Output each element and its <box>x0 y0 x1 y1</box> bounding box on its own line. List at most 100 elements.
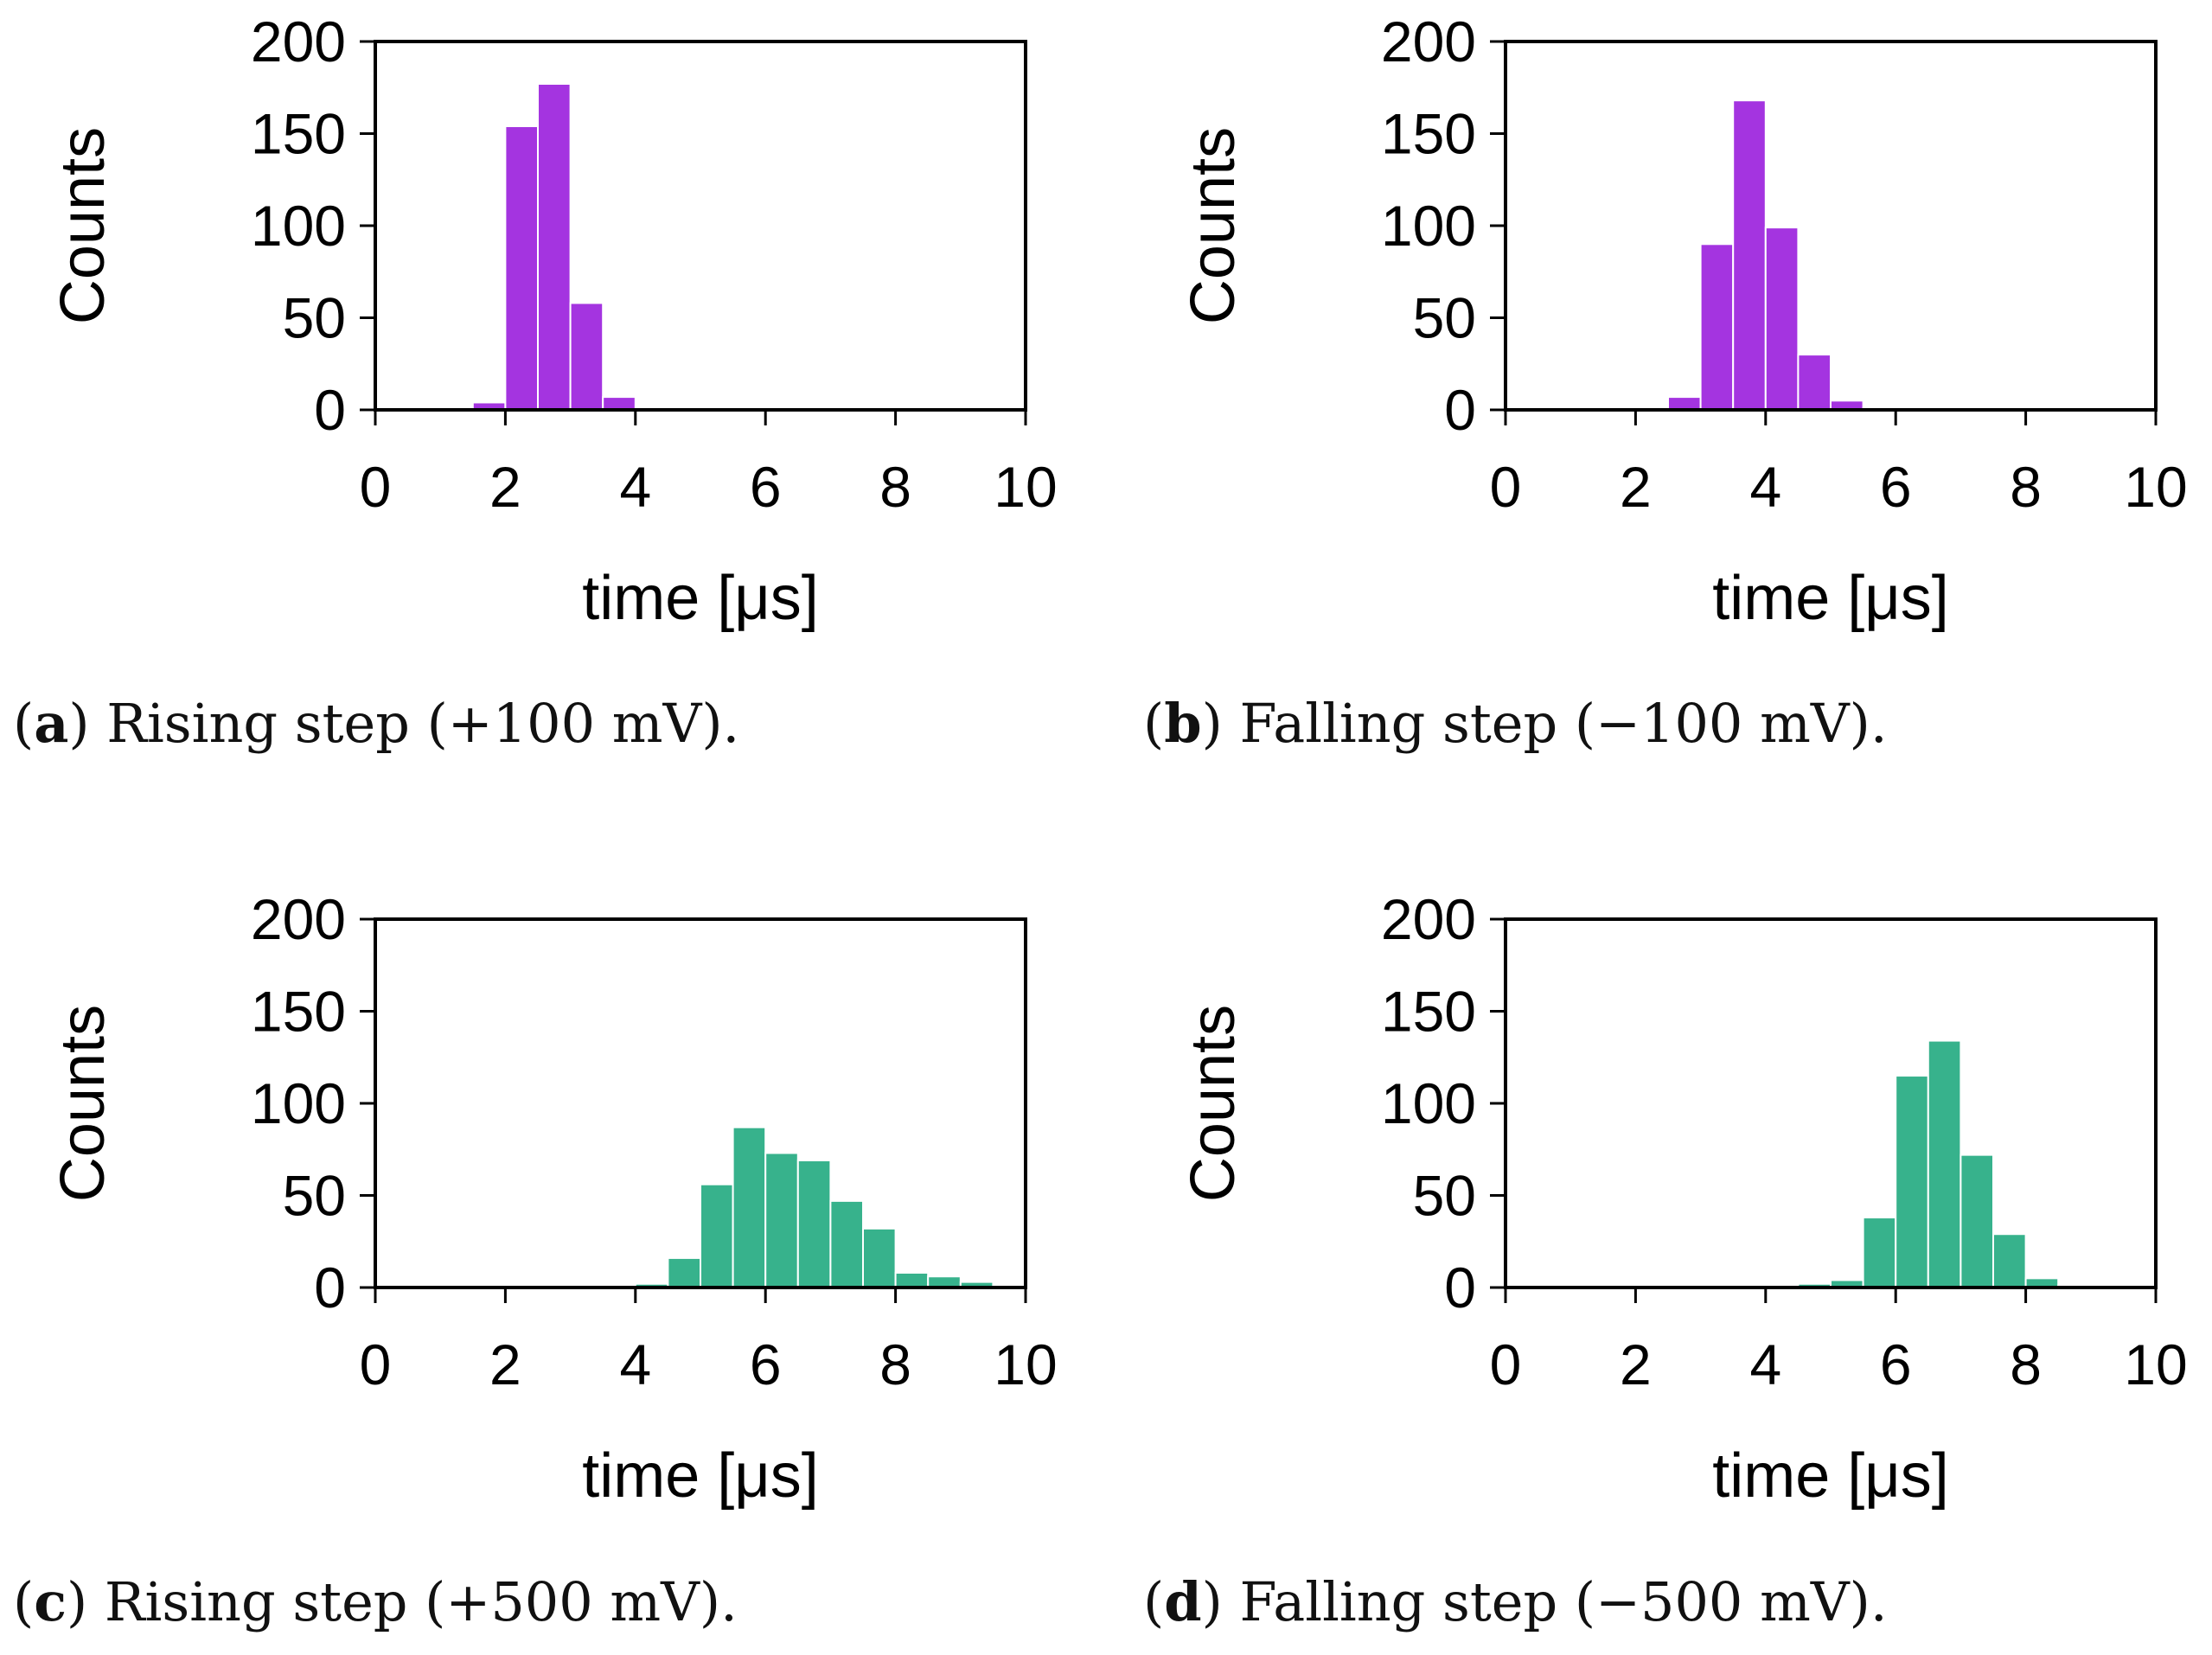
histogram-bar <box>504 125 540 411</box>
histogram-bar <box>1862 1217 1897 1288</box>
y-tick-label: 50 <box>1413 1164 1476 1228</box>
x-tick-label: 8 <box>879 1332 911 1396</box>
x-axis-label: time [μs] <box>1712 564 1949 633</box>
y-tick-label: 150 <box>1381 980 1476 1044</box>
bars <box>634 1126 1027 1289</box>
x-tick-label: 8 <box>2010 1332 2042 1396</box>
x-tick-label: 4 <box>619 1332 651 1396</box>
histogram-bar <box>1764 227 1800 411</box>
x-tick-label: 0 <box>360 1332 392 1396</box>
histogram-bar <box>602 396 636 411</box>
x-tick-label: 0 <box>1490 455 1522 519</box>
y-tick-label: 200 <box>251 10 346 73</box>
y-axis-label: Counts <box>1179 1005 1248 1202</box>
histogram-bar <box>700 1183 734 1288</box>
caption-text: Falling step (−100 mV). <box>1239 692 1888 755</box>
chart-panel-a: 0 2 4 6 8 10 0 50 100 150 200 time [μs] Counts <box>0 0 1106 657</box>
y-tick-label: 200 <box>1381 10 1476 73</box>
bars <box>471 82 636 412</box>
y-tick-label: 50 <box>283 1164 346 1228</box>
histogram-bar <box>796 1160 832 1288</box>
x-tick-label: 10 <box>994 1332 1057 1396</box>
x-tick-label: 0 <box>1490 1332 1522 1396</box>
y-tick-label: 200 <box>251 887 346 951</box>
caption-letter: a <box>34 692 69 755</box>
x-tick-label: 6 <box>1880 455 1912 519</box>
histogram-bar <box>1797 354 1832 412</box>
histogram-bar <box>667 1256 702 1289</box>
histogram-bar <box>1927 1039 1962 1289</box>
bars <box>1667 99 1897 412</box>
histogram-bar <box>862 1227 897 1288</box>
caption-letter: b <box>1164 692 1202 755</box>
x-tick-label: 2 <box>489 1332 521 1396</box>
caption-text: Rising step (+100 mV). <box>106 692 740 755</box>
y-tick-label: 0 <box>1444 1256 1476 1320</box>
caption-a: (a) Rising step (+100 mV). <box>13 692 740 755</box>
plot-frame <box>374 40 1027 412</box>
histogram-bar <box>829 1199 865 1289</box>
y-tick-label: 50 <box>283 286 346 350</box>
histogram-bar <box>569 302 604 411</box>
x-tick-label: 4 <box>1749 455 1781 519</box>
y-tick-label: 200 <box>1381 887 1476 951</box>
y-tick-label: 150 <box>1381 102 1476 166</box>
y-tick-label: 50 <box>1413 286 1476 350</box>
histogram-bar <box>1732 99 1767 411</box>
histogram-bar <box>1895 1075 1929 1288</box>
y-axis-label: Counts <box>48 1005 118 1202</box>
chart-panel-c: 0 2 4 6 8 10 0 50 100 150 200 time [μs] Counts <box>0 878 1106 1535</box>
chart-panel-d: 0 2 4 6 8 10 0 50 100 150 200 time [μs] Counts <box>1130 878 2212 1535</box>
histogram-bar <box>894 1271 930 1288</box>
x-tick-label: 10 <box>2124 455 2187 519</box>
x-axis-label: time [μs] <box>582 564 819 633</box>
histogram-bar <box>764 1152 799 1289</box>
caption-text: Falling step (−500 mV). <box>1239 1570 1888 1633</box>
y-axis-label: Counts <box>1179 127 1248 324</box>
caption-letter: c <box>34 1570 67 1633</box>
y-tick-label: 100 <box>1381 1071 1476 1135</box>
y-tick-label: 150 <box>251 102 346 166</box>
histogram-bar <box>732 1126 767 1288</box>
caption-text: Rising step (+500 mV). <box>104 1570 738 1633</box>
x-tick-label: 8 <box>879 455 911 519</box>
x-tick-label: 6 <box>1880 1332 1912 1396</box>
x-tick-label: 8 <box>2010 455 2042 519</box>
x-tick-label: 2 <box>489 455 521 519</box>
x-tick-label: 4 <box>1749 1332 1781 1396</box>
x-axis-label: time [μs] <box>582 1441 819 1511</box>
histogram-bar <box>1699 243 1735 411</box>
y-tick-label: 0 <box>1444 378 1476 442</box>
caption-letter: d <box>1164 1570 1202 1633</box>
y-tick-label: 0 <box>314 1256 346 1320</box>
caption-b: (b) Falling step (−100 mV). <box>1143 692 1888 755</box>
x-tick-label: 4 <box>619 455 651 519</box>
y-tick-label: 100 <box>251 194 346 258</box>
caption-d: (d) Falling step (−500 mV). <box>1143 1570 1888 1633</box>
bars <box>1797 1039 2092 1289</box>
x-tick-label: 2 <box>1620 1332 1652 1396</box>
histogram-bar <box>537 82 572 412</box>
plot-frame <box>1504 917 2158 1289</box>
x-tick-label: 2 <box>1620 455 1652 519</box>
x-tick-label: 10 <box>2124 1332 2187 1396</box>
y-tick-label: 150 <box>251 980 346 1044</box>
y-tick-label: 100 <box>1381 194 1476 258</box>
histogram-bar <box>1667 396 1702 411</box>
caption-c: (c) Rising step (+500 mV). <box>13 1570 738 1633</box>
x-tick-label: 6 <box>750 1332 782 1396</box>
x-tick-label: 10 <box>994 455 1057 519</box>
y-tick-label: 0 <box>314 378 346 442</box>
y-axis-label: Counts <box>48 127 118 324</box>
chart-panel-b: 0 2 4 6 8 10 0 50 100 150 200 time [μs] Counts <box>1130 0 2212 657</box>
x-tick-label: 0 <box>360 455 392 519</box>
histogram-bar <box>1959 1153 1995 1289</box>
histogram-bar <box>1992 1233 2027 1289</box>
y-tick-label: 100 <box>251 1071 346 1135</box>
x-tick-label: 6 <box>750 455 782 519</box>
x-axis-label: time [μs] <box>1712 1441 1949 1511</box>
